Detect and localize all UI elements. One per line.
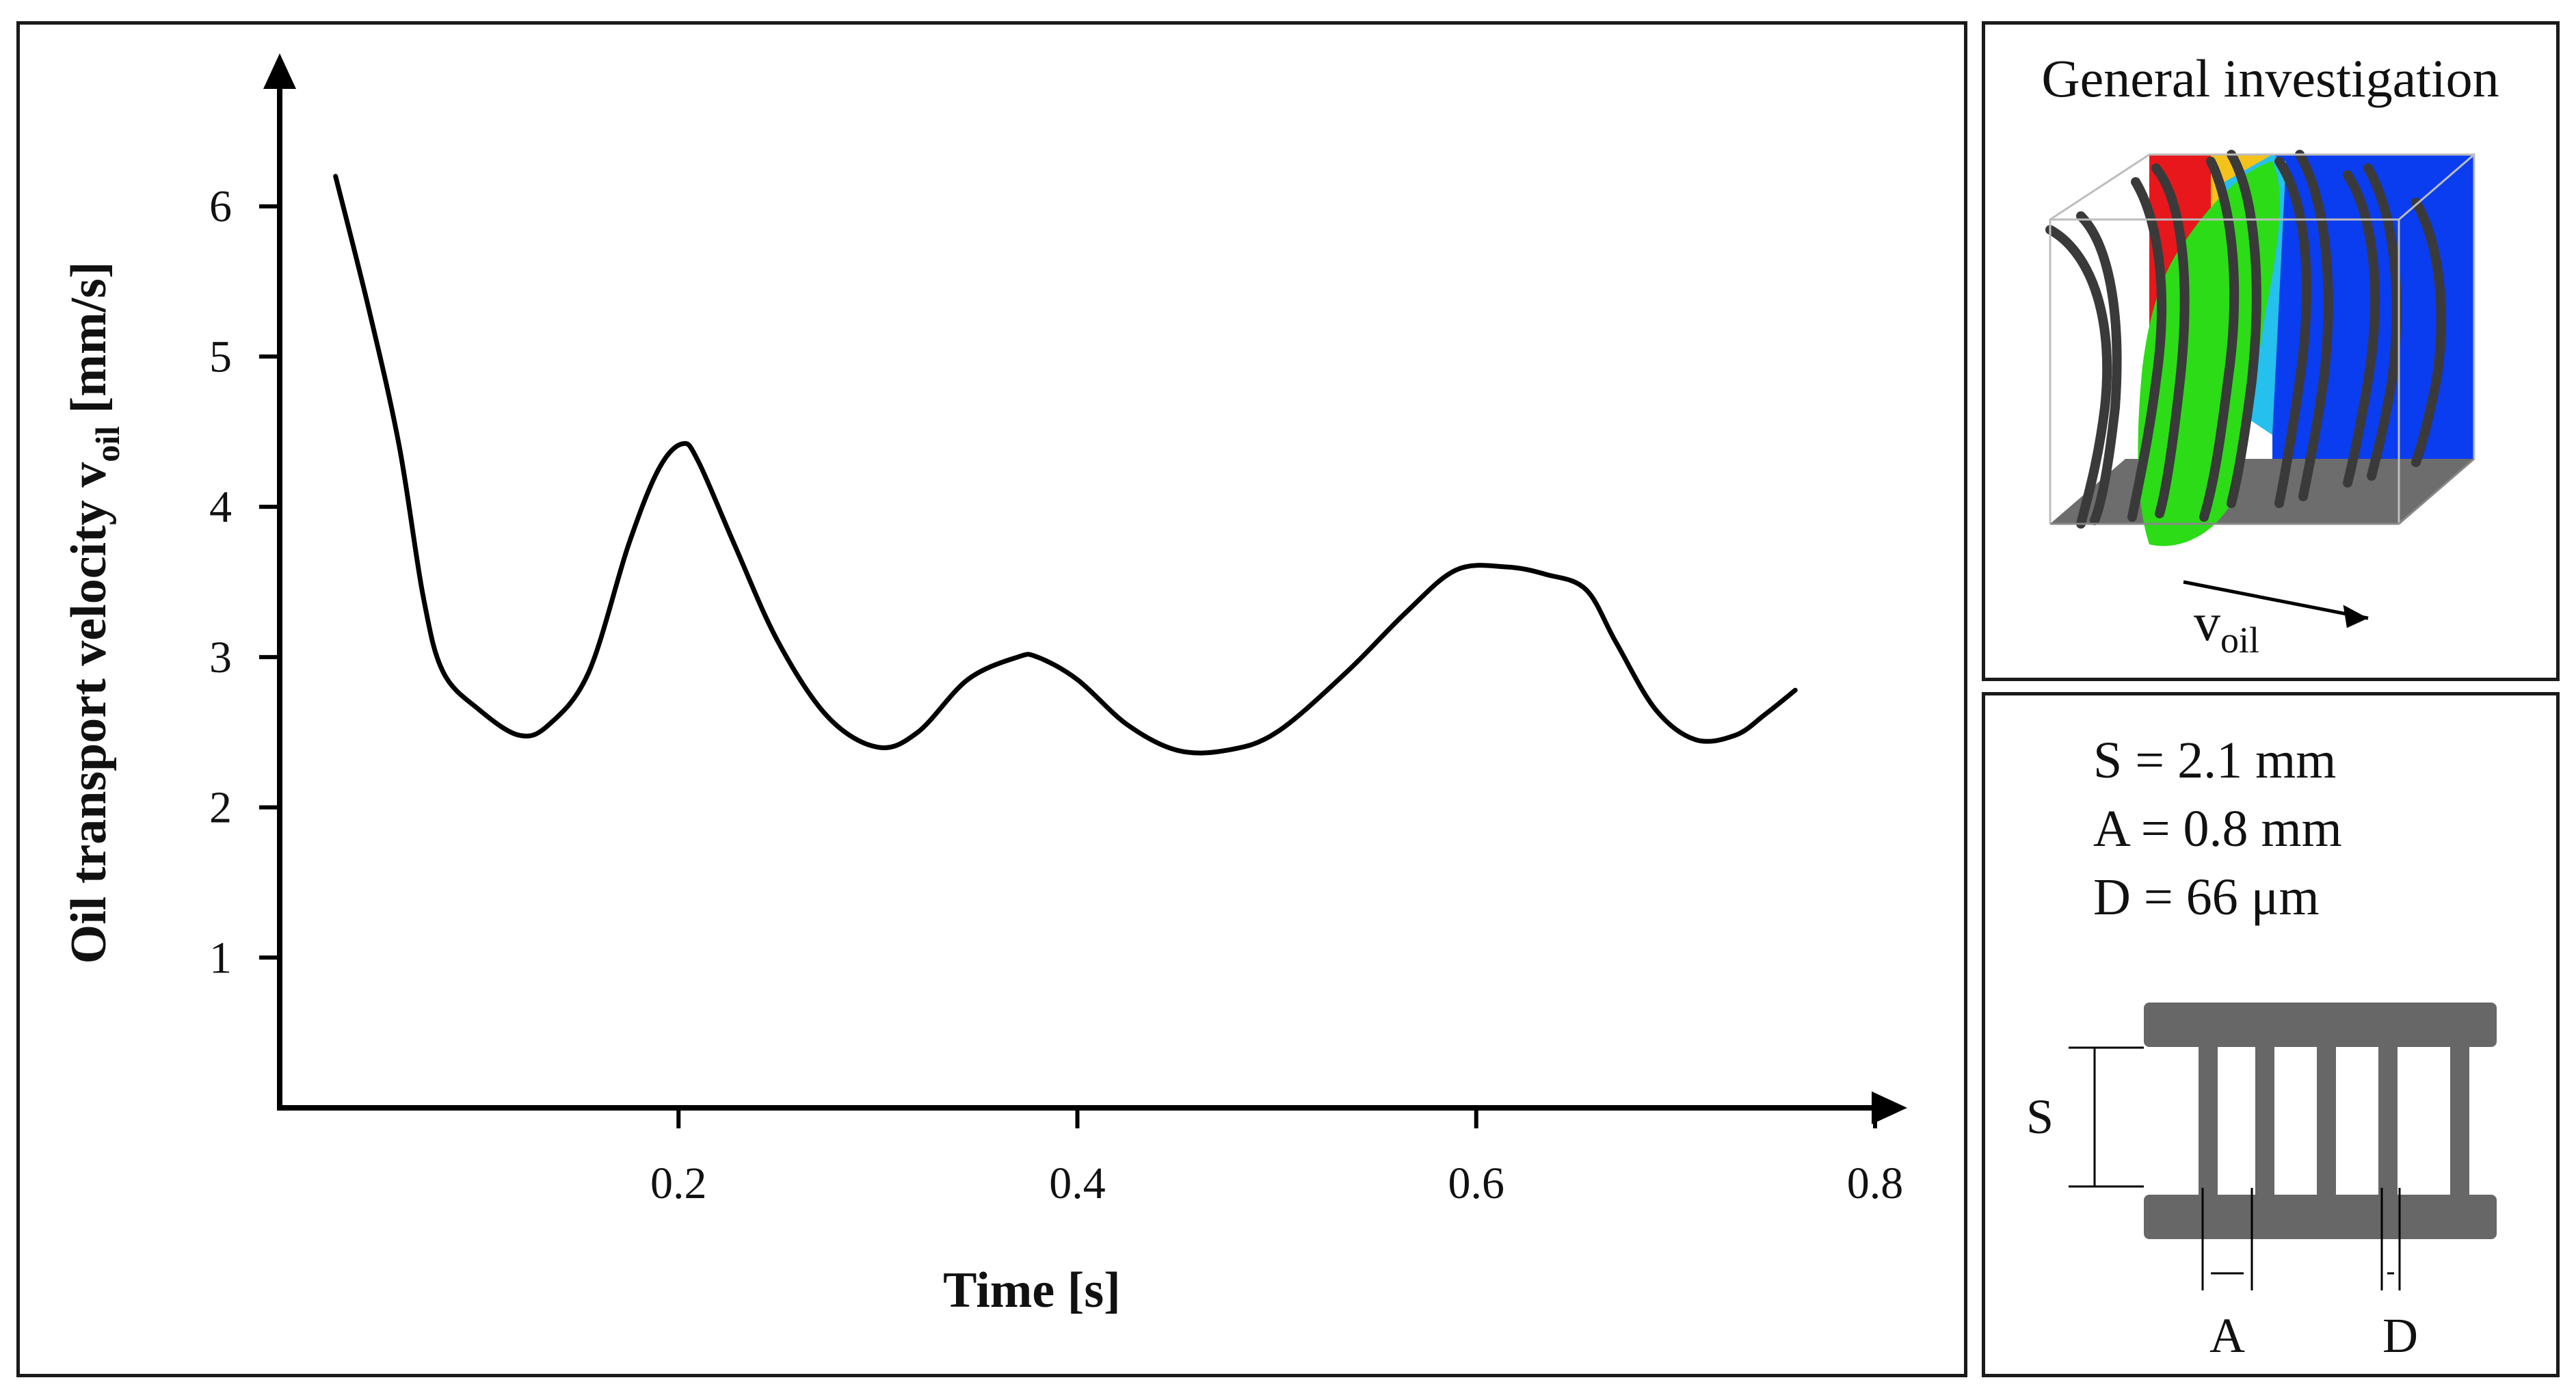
series-line-0	[333, 174, 1798, 756]
y-tick-label: 4	[209, 482, 232, 532]
param-d: D = 66 μm	[2093, 868, 2320, 926]
y-tick-label: 2	[209, 783, 232, 833]
bottom-plate	[2144, 1195, 2497, 1239]
pillar	[2450, 1041, 2469, 1202]
simulation-panel: General investigation	[1982, 21, 2560, 681]
label-a: A	[2209, 1308, 2245, 1363]
dimension-s	[2069, 1046, 2144, 1188]
structure-schematic	[2144, 1003, 2497, 1239]
y-axis-title-unit: [mm/s]	[61, 262, 117, 426]
pillar	[2378, 1041, 2398, 1202]
y-axis-arrow	[263, 53, 296, 89]
pillar	[2317, 1041, 2336, 1202]
dimension-d	[2380, 1188, 2401, 1290]
y-axis-title-sub: oil	[88, 426, 127, 462]
param-a: A = 0.8 mm	[2093, 800, 2342, 858]
x-axis-arrow	[1872, 1091, 1907, 1124]
top-plate	[2144, 1003, 2497, 1047]
y-tick-label: 6	[209, 182, 232, 232]
pillar	[2255, 1041, 2274, 1202]
series	[333, 174, 1798, 756]
flow-label-main: v	[2194, 592, 2220, 652]
x-tick-label: 0.4	[1049, 1158, 1106, 1208]
domain-outline	[2049, 153, 2475, 525]
x-tick-label: 0.8	[1847, 1158, 1904, 1208]
flow-direction-arrow	[2183, 580, 2369, 628]
simulation-figure: General investigation	[2041, 49, 2499, 661]
label-d: D	[2382, 1308, 2418, 1363]
ticks: 0.2 0.4 0.6 0.8 1 2 3 4 5 6	[209, 182, 1903, 1208]
x-tick-label: 0.6	[1448, 1158, 1505, 1208]
wire-structures	[2045, 150, 2446, 529]
x-tick-label: 0.2	[650, 1158, 707, 1208]
velocity-chart: 0.2 0.4 0.6 0.8 1 2 3 4 5 6 Time [s] Oil transpor…	[61, 53, 1907, 1318]
label-s: S	[2026, 1089, 2054, 1144]
chart-panel: 0.2 0.4 0.6 0.8 1 2 3 4 5 6 Time [s] Oil transpor…	[16, 21, 1967, 1377]
simulation-title: General investigation	[2041, 49, 2499, 108]
geometry-figure: S = 2.1 mm A = 0.8 mm D = 66 μm S A	[2026, 732, 2497, 1363]
flow-label-sub: oil	[2220, 620, 2259, 661]
y-tick-label: 5	[209, 332, 232, 382]
pillar	[2199, 1041, 2218, 1202]
y-axis-title: Oil transport velocity voil [mm/s]	[61, 262, 127, 964]
y-tick-label: 1	[209, 933, 232, 983]
axes	[263, 53, 1907, 1124]
param-s: S = 2.1 mm	[2093, 732, 2336, 789]
y-tick-label: 3	[209, 633, 232, 682]
dimension-a	[2201, 1188, 2253, 1290]
simulation-domain	[2045, 150, 2475, 546]
geometry-panel: S = 2.1 mm A = 0.8 mm D = 66 μm S A	[1982, 692, 2560, 1377]
x-axis-title: Time [s]	[943, 1262, 1121, 1318]
y-axis-title-main: Oil transport velocity v	[61, 462, 117, 964]
flow-label: voil	[2194, 592, 2259, 661]
